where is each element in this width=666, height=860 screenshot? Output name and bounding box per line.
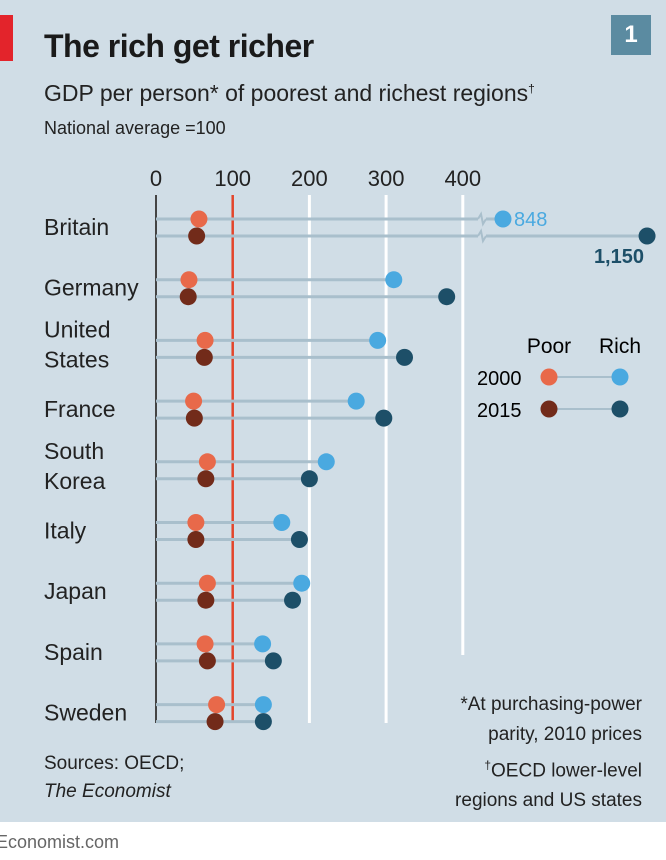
sources-line-1: Sources: OECD;	[44, 753, 185, 774]
poor-2015-dot	[187, 531, 205, 548]
chart-number-badge: 1	[611, 15, 651, 55]
rich-2015-dot	[254, 713, 272, 731]
poor-2015-dot	[188, 227, 206, 245]
rich-2000-dot	[254, 635, 272, 653]
rich-2000-dot	[369, 331, 387, 349]
poor-2000-dot	[187, 514, 205, 531]
rich-2015-dot	[438, 288, 456, 306]
accent-bar	[0, 15, 13, 61]
footnotes: *At purchasing-power parity, 2010 prices…	[455, 690, 642, 816]
x-tick-label: 300	[368, 166, 405, 191]
poor-2015-dot	[198, 652, 216, 670]
rich-2015-dot	[638, 227, 656, 245]
category-label: Sweden	[44, 700, 127, 726]
category-label-line: United	[44, 316, 110, 342]
category-label: France	[44, 396, 116, 422]
sources: Sources: OECD; The Economist	[44, 750, 184, 806]
note-2-dagger: †	[484, 758, 492, 772]
rich-2000-dot	[494, 210, 512, 228]
legend-rich-dot	[611, 368, 629, 386]
category-label-line: States	[44, 346, 109, 372]
note-2: †OECD lower-level	[455, 750, 642, 786]
footer-site: Economist.com	[0, 832, 120, 852]
rich-2015-dot	[264, 652, 282, 670]
category-label: Britain	[44, 214, 109, 240]
rich-2000-dot	[273, 514, 291, 531]
poor-2015-dot	[197, 591, 215, 609]
subtitle-text: GDP per person* of poorest and richest r…	[44, 80, 529, 106]
rich-2015-dot	[375, 409, 393, 427]
note-2-line-2: regions and US states	[455, 790, 642, 812]
data-label-britain-2015: 1,150	[594, 246, 644, 268]
poor-2000-dot	[196, 635, 214, 653]
rich-2000-dot	[317, 453, 335, 471]
dot-chart: 0 100 200 300 400 Britain Germany United States F…	[44, 166, 656, 731]
chart-subtitle: GDP per person* of poorest and richest r…	[44, 80, 535, 107]
rich-2015-dot	[290, 531, 308, 548]
x-tick-label: 0	[150, 166, 162, 191]
x-tick-label: 400	[444, 166, 481, 191]
poor-2000-dot	[208, 696, 226, 714]
legend-column-header: Rich	[599, 335, 641, 358]
legend-poor-dot	[540, 368, 558, 386]
rich-2000-dot	[347, 392, 365, 410]
axis-break-mark	[477, 228, 487, 244]
subtitle-dagger: †	[528, 81, 535, 96]
legend-column-header: Poor	[527, 335, 571, 358]
category-label: Spain	[44, 639, 103, 665]
x-tick-label: 100	[214, 166, 251, 191]
x-tick-label: 200	[291, 166, 328, 191]
data-label-britain-2000: 848	[514, 209, 547, 231]
legend-row-label: 2015	[477, 400, 522, 422]
note-2-line-1: OECD lower-level	[491, 760, 642, 782]
poor-2015-dot	[179, 288, 197, 306]
rich-2015-dot	[284, 591, 302, 609]
poor-2015-dot	[185, 409, 203, 427]
category-label: Japan	[44, 578, 107, 604]
poor-2015-dot	[195, 348, 213, 366]
note-1-line-1: *At purchasing-power	[460, 694, 642, 715]
poor-2000-dot	[180, 271, 198, 289]
note-1-line-2: parity, 2010 prices	[488, 724, 642, 745]
sources-line-2: The Economist	[44, 781, 171, 802]
chart-title: The rich get richer	[44, 28, 314, 64]
axis-break-mark	[477, 211, 487, 227]
category-label: United States	[44, 316, 110, 372]
rich-2015-dot	[396, 348, 414, 366]
legend-poor-dot	[540, 400, 558, 418]
poor-2000-dot	[198, 453, 216, 471]
unit-note: National average =100	[44, 118, 226, 138]
rich-2000-dot	[254, 696, 272, 714]
legend-row-label: 2000	[477, 368, 522, 390]
poor-2000-dot	[190, 210, 208, 228]
category-label-line: South	[44, 438, 104, 464]
category-label-line: Korea	[44, 468, 106, 494]
category-label: Germany	[44, 275, 139, 301]
category-label: Italy	[44, 518, 87, 544]
poor-2015-dot	[197, 470, 215, 488]
category-label: South Korea	[44, 438, 106, 494]
poor-2000-dot	[185, 392, 203, 410]
poor-2015-dot	[206, 713, 224, 731]
legend-rich-dot	[611, 400, 629, 418]
rich-2015-dot	[300, 470, 318, 488]
poor-2000-dot	[198, 574, 216, 592]
rich-2000-dot	[293, 574, 311, 592]
rich-2000-dot	[385, 271, 403, 289]
poor-2000-dot	[196, 331, 214, 349]
